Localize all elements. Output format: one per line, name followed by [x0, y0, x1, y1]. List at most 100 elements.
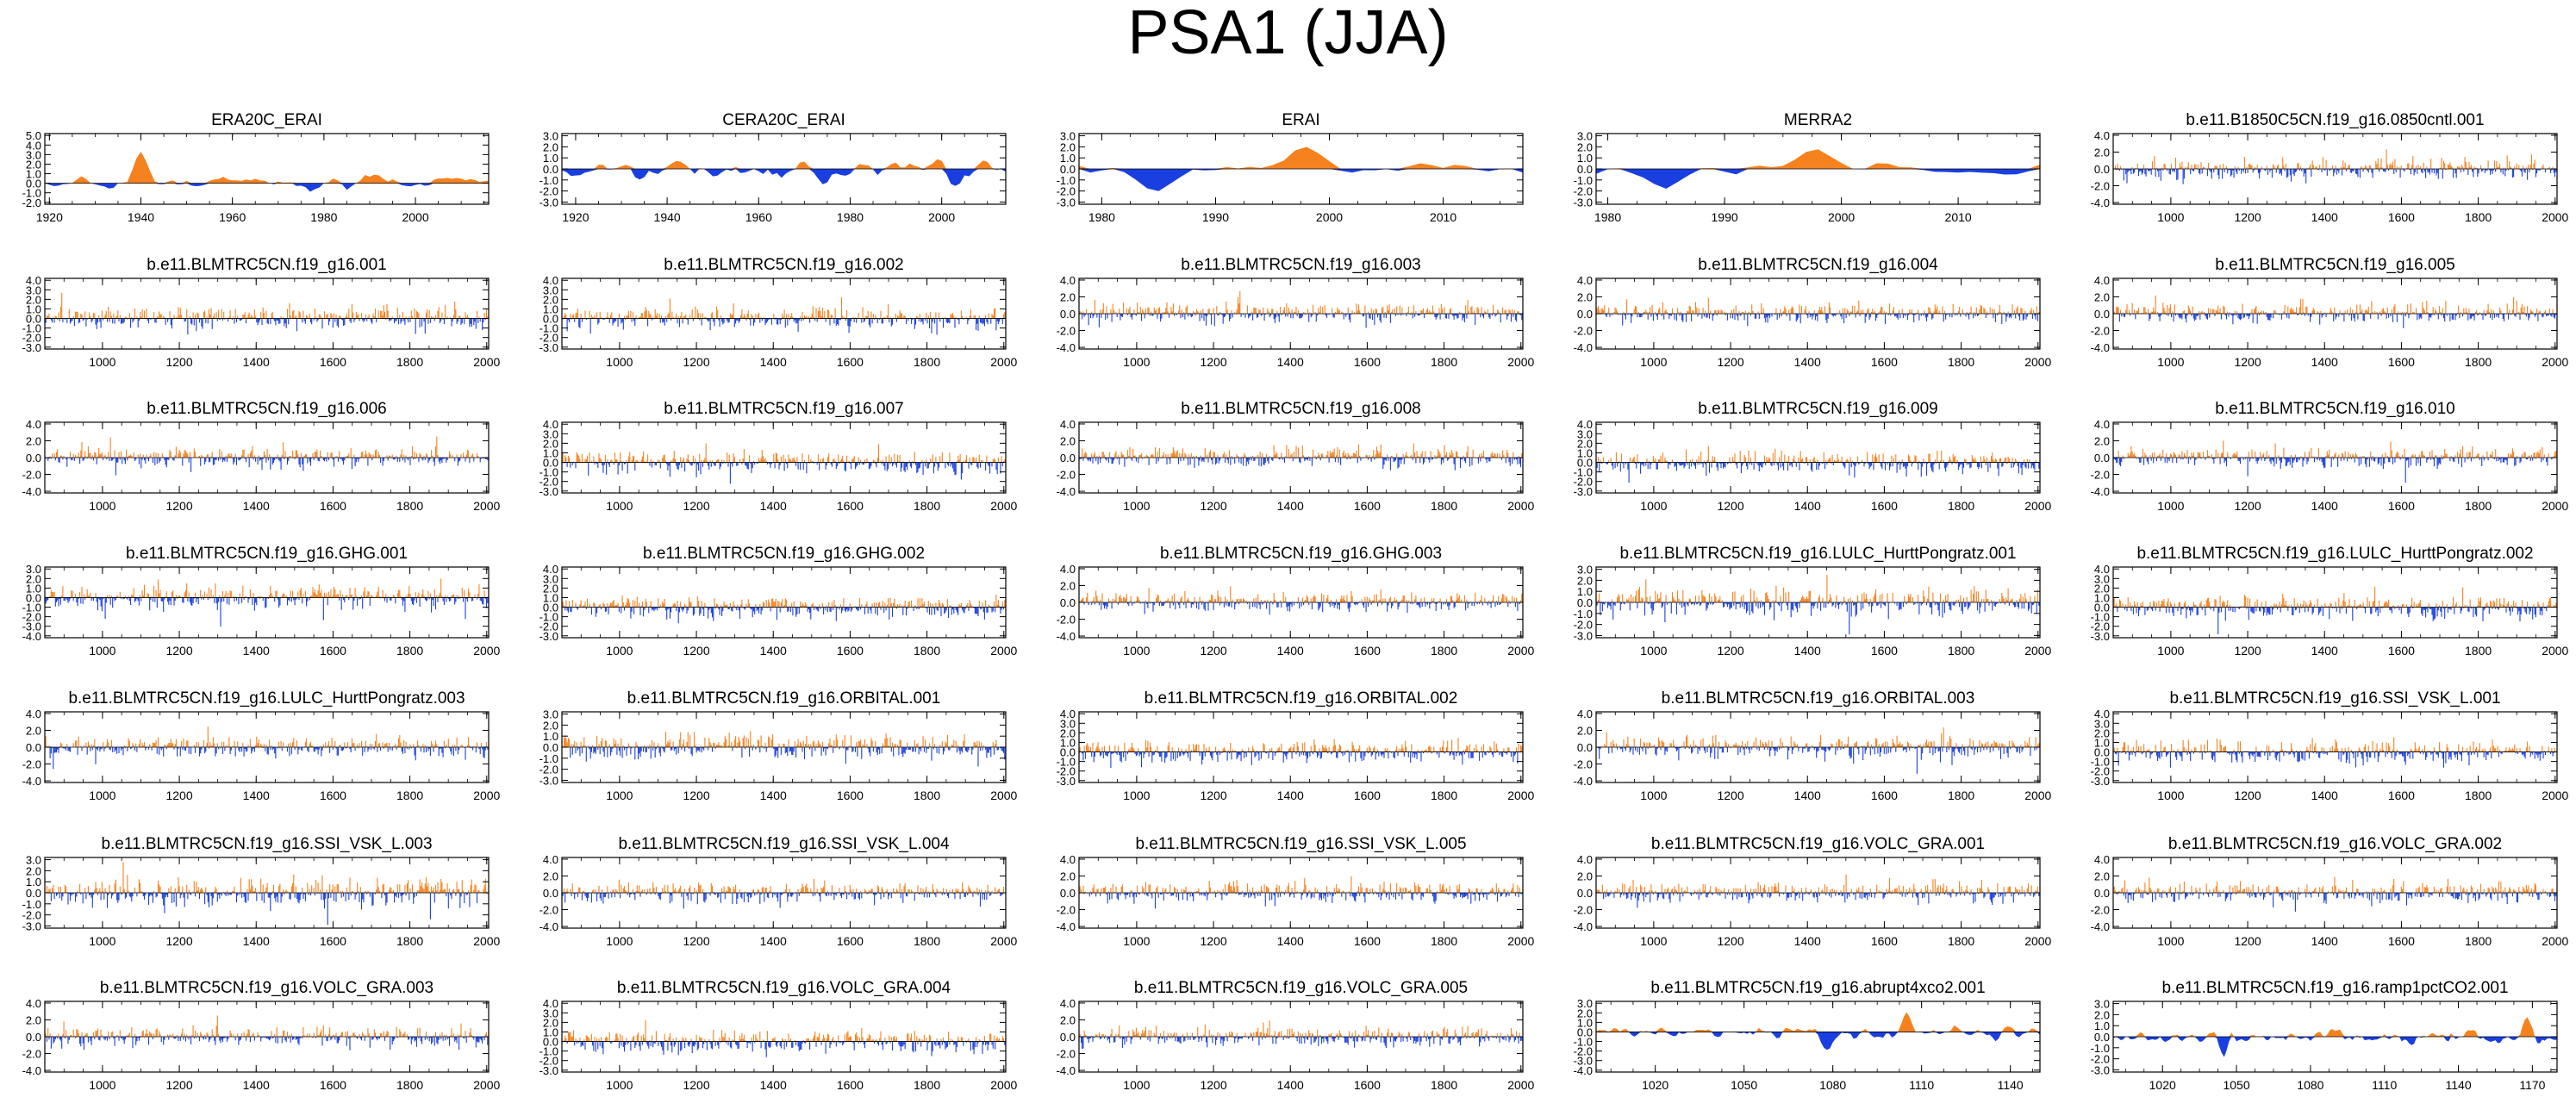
- y-tick-label: 0.0: [1060, 452, 1076, 464]
- plot-frame: [1078, 711, 1524, 783]
- y-tick-label: 1.0: [1060, 152, 1076, 165]
- x-tick-label: 1400: [2311, 499, 2338, 513]
- positive-anomaly-area: [46, 292, 490, 319]
- y-tick-label: 3.0: [1577, 564, 1593, 577]
- y-tick-label: -4.0: [1574, 341, 1593, 354]
- x-tick-label: 1800: [914, 789, 940, 802]
- y-tick-label: 3.0: [1060, 717, 1076, 730]
- y-tick-label: 3.0: [1577, 427, 1593, 440]
- x-tick-label: 1600: [1871, 789, 1898, 802]
- x-tick-label: 1400: [1794, 789, 1821, 802]
- x-tick-label: 1200: [2234, 789, 2261, 802]
- main-title: PSA1 (JJA): [1127, 0, 1449, 67]
- y-tick-label: -4.0: [22, 1064, 41, 1077]
- x-tick-label: 2000: [990, 1078, 1017, 1092]
- x-tick-label: 1600: [1871, 934, 1898, 948]
- y-tick-label: 2.0: [1577, 290, 1593, 303]
- plot-frame: [1595, 421, 2041, 494]
- y-tick-label: -4.0: [1057, 1064, 1076, 1077]
- y-tick-label: 0.0: [2094, 602, 2110, 614]
- y-tick-label: 0.0: [543, 163, 558, 176]
- x-tick-label: 1200: [165, 934, 192, 948]
- x-tick-label: 1800: [2465, 789, 2492, 802]
- y-tick-label: -1.0: [2091, 1042, 2110, 1055]
- y-tick-label: -1.0: [540, 322, 558, 335]
- x-tick-label: 1800: [2465, 355, 2492, 369]
- positive-anomaly-area: [2112, 440, 2557, 458]
- positive-anomaly-area: [2113, 586, 2557, 608]
- y-tick-label: -1.0: [2091, 756, 2110, 769]
- y-tick-label: -3.0: [1057, 775, 1076, 788]
- x-tick-label: 1200: [1717, 355, 1743, 369]
- positive-anomaly-area: [562, 159, 1006, 169]
- x-tick-label: 1980: [310, 210, 337, 224]
- panel-11: b.e11.BLMTRC5CN.f19_g16.006 4.0 2.0 0.0 -2.0…: [22, 400, 501, 513]
- y-tick-label: 0.0: [26, 313, 41, 326]
- panel-26: b.e11.BLMTRC5CN.f19_g16.SSI_VSK_L.003 3.0…: [22, 835, 501, 948]
- x-tick-label: 1200: [1200, 644, 1226, 658]
- y-tick-label: 2.0: [26, 293, 41, 306]
- y-tick-label: -4.0: [1057, 630, 1076, 643]
- x-tick-label: 1980: [1088, 210, 1115, 224]
- x-tick-label: 1200: [1200, 1078, 1226, 1092]
- x-tick-label: 1000: [606, 934, 633, 948]
- y-tick-label: 3.0: [2094, 717, 2110, 730]
- x-tick-label: 1800: [396, 1078, 423, 1092]
- x-tick-label: 1400: [1277, 934, 1304, 948]
- x-tick-label: 1600: [1354, 1078, 1381, 1092]
- x-tick-label: 1400: [1277, 644, 1304, 658]
- y-tick-label: -4.0: [1057, 485, 1076, 498]
- panel-title: b.e11.BLMTRC5CN.f19_g16.009: [1698, 400, 1937, 418]
- y-tick-label: -4.0: [2091, 485, 2110, 498]
- x-tick-label: 2000: [1507, 1078, 1534, 1092]
- x-tick-label: 1400: [760, 644, 787, 658]
- y-tick-label: 2.0: [1060, 1013, 1076, 1026]
- x-tick-label: 1600: [837, 355, 864, 369]
- y-tick-label: 4.0: [26, 418, 41, 431]
- x-tick-label: 1600: [837, 499, 864, 513]
- y-tick-label: 0.0: [1060, 1031, 1076, 1044]
- x-tick-label: 1600: [2388, 789, 2415, 802]
- y-tick-label: -3.0: [540, 774, 558, 787]
- panel-title: b.e11.BLMTRC5CN.f19_g16.VOLC_GRA.004: [617, 979, 951, 997]
- x-tick-label: 1200: [1200, 499, 1226, 513]
- x-tick-label: 2010: [1430, 210, 1456, 224]
- y-tick-label: -2.0: [540, 185, 558, 198]
- y-tick-label: 4.0: [1577, 274, 1593, 287]
- x-tick-label: 1400: [2311, 210, 2338, 224]
- y-tick-label: -2.0: [1574, 619, 1593, 632]
- x-tick-label: 1140: [1998, 1078, 2024, 1092]
- x-tick-label: 1400: [1794, 644, 1821, 658]
- panel-9: b.e11.BLMTRC5CN.f19_g16.004 4.0 2.0 0.0 -2.0…: [1574, 256, 2052, 369]
- y-tick-label: -3.0: [540, 485, 558, 498]
- x-tick-label: 1600: [320, 355, 346, 369]
- x-tick-label: 1200: [2234, 934, 2261, 948]
- x-tick-label: 1000: [2157, 355, 2184, 369]
- x-tick-label: 2000: [473, 1078, 500, 1092]
- y-tick-label: -1.0: [22, 322, 41, 335]
- negative-anomaly-area: [561, 1041, 1006, 1057]
- y-tick-label: 2.0: [2094, 582, 2110, 595]
- negative-anomaly-area: [570, 747, 1007, 767]
- y-tick-label: -1.0: [540, 611, 558, 624]
- panel-title: b.e11.BLMTRC5CN.f19_g16.002: [664, 256, 903, 274]
- y-tick-label: 1.0: [26, 582, 41, 595]
- y-tick-label: 2.0: [2094, 1008, 2110, 1021]
- y-tick-label: -2.0: [1574, 185, 1593, 198]
- positive-anomaly-area: [2112, 876, 2558, 893]
- y-tick-label: 3.0: [26, 563, 41, 576]
- panel-title: b.e11.BLMTRC5CN.f19_g16.GHG.002: [643, 545, 925, 563]
- panel-18: b.e11.BLMTRC5CN.f19_g16.GHG.003 4.0 2.0 0.0…: [1057, 545, 1535, 658]
- y-tick-label: 1.0: [1577, 1016, 1593, 1029]
- y-tick-label: 2.0: [1577, 724, 1593, 737]
- y-tick-label: 0.0: [26, 887, 41, 900]
- x-tick-label: 1200: [683, 789, 709, 802]
- panel-35: b.e11.BLMTRC5CN.f19_g16.ramp1pctCO2.001 3…: [2091, 979, 2558, 1092]
- x-tick-label: 1050: [1731, 1078, 1757, 1092]
- x-tick-label: 2000: [990, 499, 1017, 513]
- x-tick-label: 1400: [243, 1078, 270, 1092]
- y-tick-label: -2.0: [22, 611, 41, 624]
- y-tick-label: 4.0: [1577, 853, 1593, 866]
- y-tick-label: 3.0: [26, 284, 41, 296]
- negative-anomaly-area: [50, 893, 489, 926]
